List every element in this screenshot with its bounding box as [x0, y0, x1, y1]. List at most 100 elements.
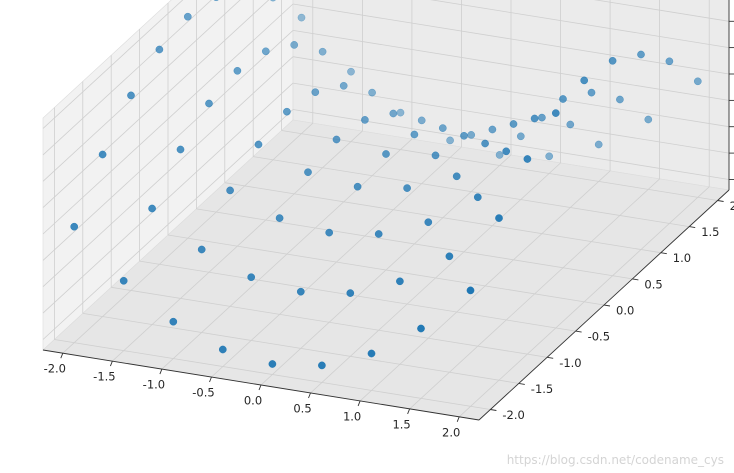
- data-point: [587, 88, 596, 97]
- data-point: [318, 47, 327, 56]
- grid-line-z-left: [42, 30, 294, 261]
- data-point: [509, 120, 518, 128]
- data-point: [332, 135, 341, 144]
- data-point: [460, 131, 468, 140]
- x-tick-mark: [109, 360, 113, 367]
- grid-line-y-floor: [54, 339, 491, 410]
- y-tick-label: -1.5: [531, 382, 553, 396]
- data-point: [213, 0, 219, 2]
- data-point: [197, 245, 206, 254]
- y-tick-mark: [632, 278, 639, 281]
- y-tick-label: -2.0: [502, 408, 524, 422]
- grid-line-y-floor: [82, 313, 519, 384]
- y-tick-mark: [490, 409, 497, 411]
- grid-line-z-left: [42, 56, 294, 287]
- grid-line-y-floor: [139, 260, 576, 332]
- x-tick-mark: [357, 400, 361, 407]
- grid-line-y-floor: [253, 156, 690, 227]
- x-tick-mark: [407, 408, 411, 415]
- grid-line-z-left: [42, 109, 294, 340]
- y-tick-label: 1.0: [673, 251, 691, 265]
- data-point: [127, 91, 135, 100]
- data-point: [538, 113, 546, 122]
- data-point: [530, 114, 539, 123]
- data-point: [516, 132, 525, 141]
- data-point: [254, 140, 263, 149]
- data-point: [304, 168, 312, 177]
- data-point: [361, 116, 369, 124]
- data-point: [523, 155, 532, 163]
- data-point: [70, 222, 79, 231]
- data-point: [268, 360, 277, 368]
- y-tick-mark: [575, 330, 582, 333]
- data-point: [382, 150, 390, 158]
- data-point: [169, 317, 178, 326]
- data-points: [70, 0, 702, 370]
- y-tick-label: 0.5: [644, 277, 662, 291]
- data-point: [445, 252, 454, 261]
- y-tick-mark: [660, 252, 667, 255]
- data-point: [452, 172, 461, 181]
- grid-line-y-floor: [111, 286, 548, 358]
- grid-line-y-floor: [196, 208, 633, 280]
- data-point: [218, 345, 227, 354]
- data-point: [566, 120, 575, 129]
- grid-line-z-left: [42, 0, 184, 129]
- data-point: [488, 125, 497, 134]
- grid-line-y-floor: [281, 130, 718, 201]
- data-point: [608, 56, 617, 65]
- data-point: [481, 139, 489, 148]
- data-point: [226, 186, 234, 195]
- data-point: [396, 277, 404, 286]
- data-point: [247, 273, 256, 282]
- data-point: [495, 214, 503, 222]
- data-point: [290, 41, 299, 49]
- data-point: [644, 115, 653, 124]
- grid-line-z-back: [292, 30, 730, 101]
- data-point: [466, 286, 475, 295]
- data-point: [389, 109, 398, 118]
- data-point: [396, 108, 405, 117]
- data-point: [205, 99, 213, 108]
- data-point: [347, 67, 355, 76]
- data-point: [311, 88, 320, 97]
- data-point: [495, 151, 504, 159]
- x-tick-label: -0.5: [192, 386, 214, 400]
- y-tick-mark: [717, 200, 724, 202]
- x-tick-label: -1.0: [143, 378, 165, 392]
- data-point: [545, 152, 554, 161]
- data-point: [148, 204, 156, 213]
- data-point: [417, 116, 426, 125]
- grid-line-z-left: [42, 0, 212, 156]
- y-tick-mark: [603, 304, 611, 307]
- grid-lines: [42, 0, 730, 418]
- data-point: [551, 109, 560, 117]
- data-point: [424, 218, 433, 227]
- data-point: [374, 230, 383, 238]
- data-point: [183, 12, 192, 21]
- x-tick-label: 2.0: [442, 425, 460, 439]
- data-point: [318, 361, 326, 370]
- y-tick-label: 1.5: [701, 225, 719, 239]
- data-point: [580, 76, 589, 85]
- grid-line-z-back: [292, 3, 730, 75]
- y-tick-mark: [518, 382, 525, 385]
- grid-line-z-back: [292, 56, 730, 128]
- data-point: [368, 88, 376, 97]
- grid-line-z-left: [42, 82, 294, 314]
- x-tick-mark: [456, 416, 460, 422]
- data-point: [410, 130, 419, 139]
- watermark: https://blog.csdn.net/codename_cys: [506, 453, 724, 467]
- data-point: [176, 145, 185, 154]
- x-tick-mark: [258, 384, 262, 391]
- data-point: [98, 150, 107, 159]
- data-point: [155, 45, 164, 54]
- data-point: [275, 214, 284, 222]
- data-point: [296, 287, 305, 296]
- data-point: [283, 107, 291, 116]
- x-tick-mark: [209, 376, 212, 383]
- data-point: [233, 66, 242, 75]
- grid-line-z-left: [42, 0, 270, 208]
- data-point: [367, 349, 376, 358]
- data-point: [325, 228, 334, 237]
